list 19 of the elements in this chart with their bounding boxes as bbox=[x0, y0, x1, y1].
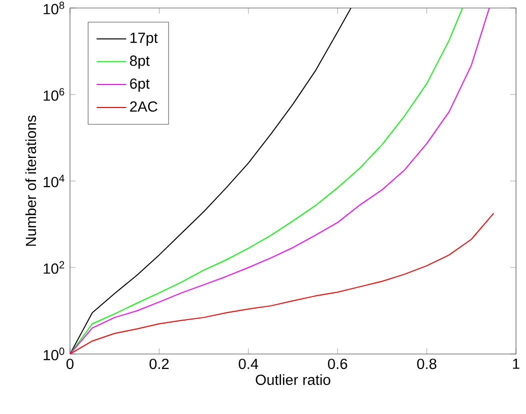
x-tick-label: 0.2 bbox=[150, 358, 169, 370]
y-tick-label: 10$^{2}$ bbox=[44, 261, 64, 274]
x-axis-title: Outlier ratio bbox=[256, 374, 330, 386]
y-tick-label: 10$^{4}$ bbox=[44, 174, 64, 188]
y-tick-label: 10$^{6}$ bbox=[44, 88, 64, 101]
legend-label: 6pt bbox=[130, 78, 150, 92]
x-tick-label: 0.6 bbox=[328, 358, 348, 370]
line-series bbox=[70, 8, 352, 354]
x-tick-label: 0.8 bbox=[417, 358, 436, 370]
legend-label: 2AC bbox=[130, 101, 158, 112]
y-tick-label: 10$^{8}$ bbox=[44, 2, 64, 14]
x-tick-label: 0.4 bbox=[238, 358, 258, 370]
y-tick-label: 10$^{0}$ bbox=[44, 348, 64, 360]
x-tick-label: 1 bbox=[513, 358, 520, 369]
legend-label: 8pt bbox=[130, 56, 150, 69]
line-series bbox=[70, 212, 494, 354]
legend-label: 17pt bbox=[130, 32, 158, 46]
y-axis-title: Number of iterations bbox=[25, 116, 36, 246]
x-tick-label: 0 bbox=[66, 358, 74, 370]
